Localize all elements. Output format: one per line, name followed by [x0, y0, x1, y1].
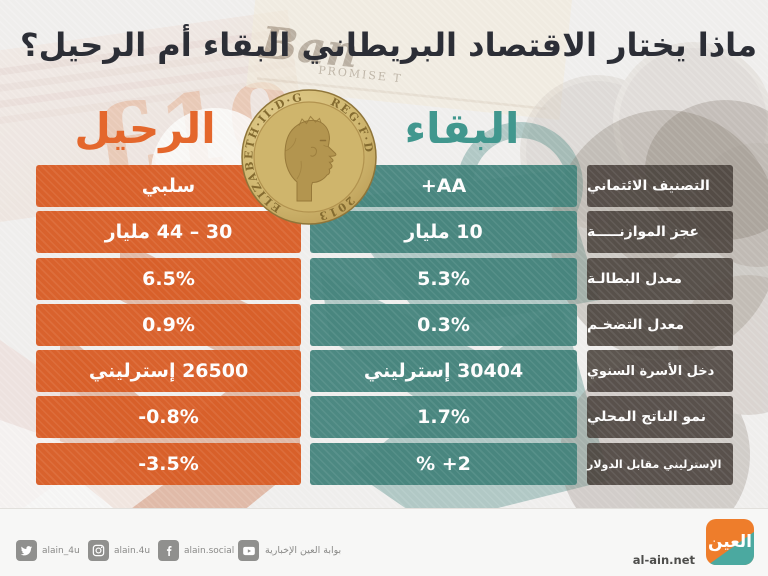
page-title: ماذا يختار الاقتصاد البريطاني البقاء أم …: [20, 26, 757, 64]
banknote-bank-text: Ban: [256, 17, 360, 78]
leave-value: 26500 إسترليني: [36, 350, 301, 392]
facebook-icon: [158, 540, 179, 561]
leave-value: -3.5%: [36, 443, 301, 485]
stay-value: 0.3%: [310, 304, 577, 346]
row-label: التصنيف الائتماني: [587, 165, 733, 207]
leave-value: 6.5%: [36, 258, 301, 300]
row-label: عجز الموازنـــــة: [587, 211, 733, 253]
leave-value: 0.9%: [36, 304, 301, 346]
row-label: الإسترليني مقابل الدولار: [587, 443, 733, 485]
website-url[interactable]: al-ain.net: [632, 553, 695, 567]
row-label: نمو الناتج المحلي: [587, 396, 733, 438]
youtube-icon: [238, 540, 259, 561]
social-handle: alain_4u: [42, 545, 80, 556]
leave-value: 30 – 44 مليار: [36, 211, 301, 253]
social-handle: alain.4u: [114, 545, 151, 556]
row-label: معدل التضخـم: [587, 304, 733, 346]
social-link-facebook[interactable]: alain.social: [158, 540, 234, 561]
instagram-icon: [88, 540, 109, 561]
stay-value: 1.7%: [310, 396, 577, 438]
leave-value: -0.8%: [36, 396, 301, 438]
twitter-icon: [16, 540, 37, 561]
leave-column-header: الرحيل: [74, 104, 216, 153]
footer: alain_4u alain.4u alain.social بوابة العين …: [0, 508, 768, 576]
stay-value: 2+ %: [310, 443, 577, 485]
row-label: دخل الأسرة السنوي: [587, 350, 733, 392]
alain-logo[interactable]: العين: [706, 519, 754, 565]
pound-coin: ELIZABETH·II·D·G REG·F·D 2013: [241, 89, 377, 225]
social-link-youtube[interactable]: بوابة العين الإخبارية: [238, 540, 341, 561]
alain-logo-text: العين: [707, 532, 753, 552]
queen-profile: [284, 115, 337, 202]
social-link-twitter[interactable]: alain_4u: [16, 540, 80, 561]
row-label: معدل البطالـة: [587, 258, 733, 300]
stay-column-header: البقاء: [404, 104, 520, 153]
social-link-instagram[interactable]: alain.4u: [88, 540, 150, 561]
banknote-right: Ban PROMISE T: [246, 0, 577, 121]
stay-value: 10 مليار: [310, 211, 577, 253]
social-handle: alain.social: [184, 545, 235, 556]
stay-value: 30404 إسترليني: [310, 350, 577, 392]
social-handle: بوابة العين الإخبارية: [265, 545, 342, 556]
stay-value: 5.3%: [310, 258, 577, 300]
